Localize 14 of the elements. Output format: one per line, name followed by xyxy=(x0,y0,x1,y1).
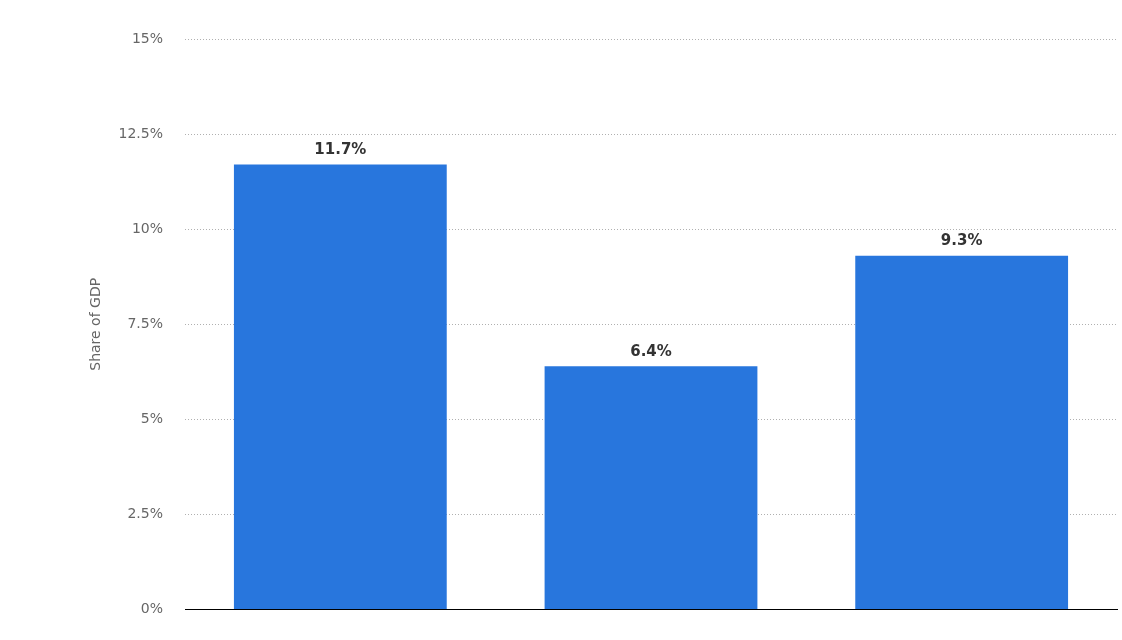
data-label: 9.3% xyxy=(940,231,983,250)
y-tick-label: 2.5% xyxy=(127,505,163,522)
y-tick-label: 5% xyxy=(140,410,163,427)
y-tick-label: 12.5% xyxy=(118,124,163,141)
data-label: 6.4% xyxy=(630,341,672,360)
y-tick-label: 0% xyxy=(140,600,163,617)
y-tick-label: 10% xyxy=(131,219,163,236)
y-tick-label: 7.5% xyxy=(127,314,163,331)
y-axis-title: Share of GDP xyxy=(87,277,104,371)
data-label: 11.7% xyxy=(314,139,367,158)
bar xyxy=(233,164,447,610)
bar xyxy=(855,255,1069,610)
y-tick-label: 15% xyxy=(131,29,163,46)
bar xyxy=(544,366,758,610)
